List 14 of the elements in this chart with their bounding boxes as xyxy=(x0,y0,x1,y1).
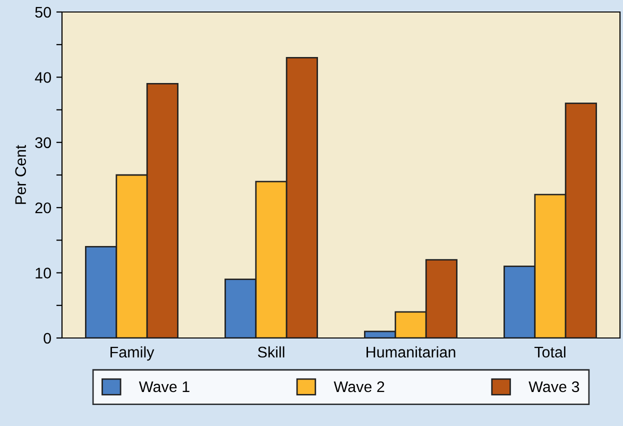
y-tick-label: 20 xyxy=(35,202,51,214)
legend-label: Wave 1 xyxy=(138,382,190,392)
x-tick-label: Family xyxy=(110,346,154,361)
y-tick-label: 30 xyxy=(35,137,51,148)
y-tick-label: 50 xyxy=(35,6,51,18)
y-tick-label: 40 xyxy=(34,72,51,83)
x-tick-label: Skill xyxy=(258,346,284,358)
legend-label: Wave 2 xyxy=(334,381,384,392)
y-tick-label: 10 xyxy=(36,268,51,278)
x-tick-label: Humanitarian xyxy=(366,346,456,358)
y-tick-label: 0 xyxy=(44,332,51,344)
x-tick-label: Total xyxy=(534,346,566,358)
y-axis-title: Per Cent xyxy=(15,144,26,204)
legend-label: Wave 3 xyxy=(528,381,580,392)
